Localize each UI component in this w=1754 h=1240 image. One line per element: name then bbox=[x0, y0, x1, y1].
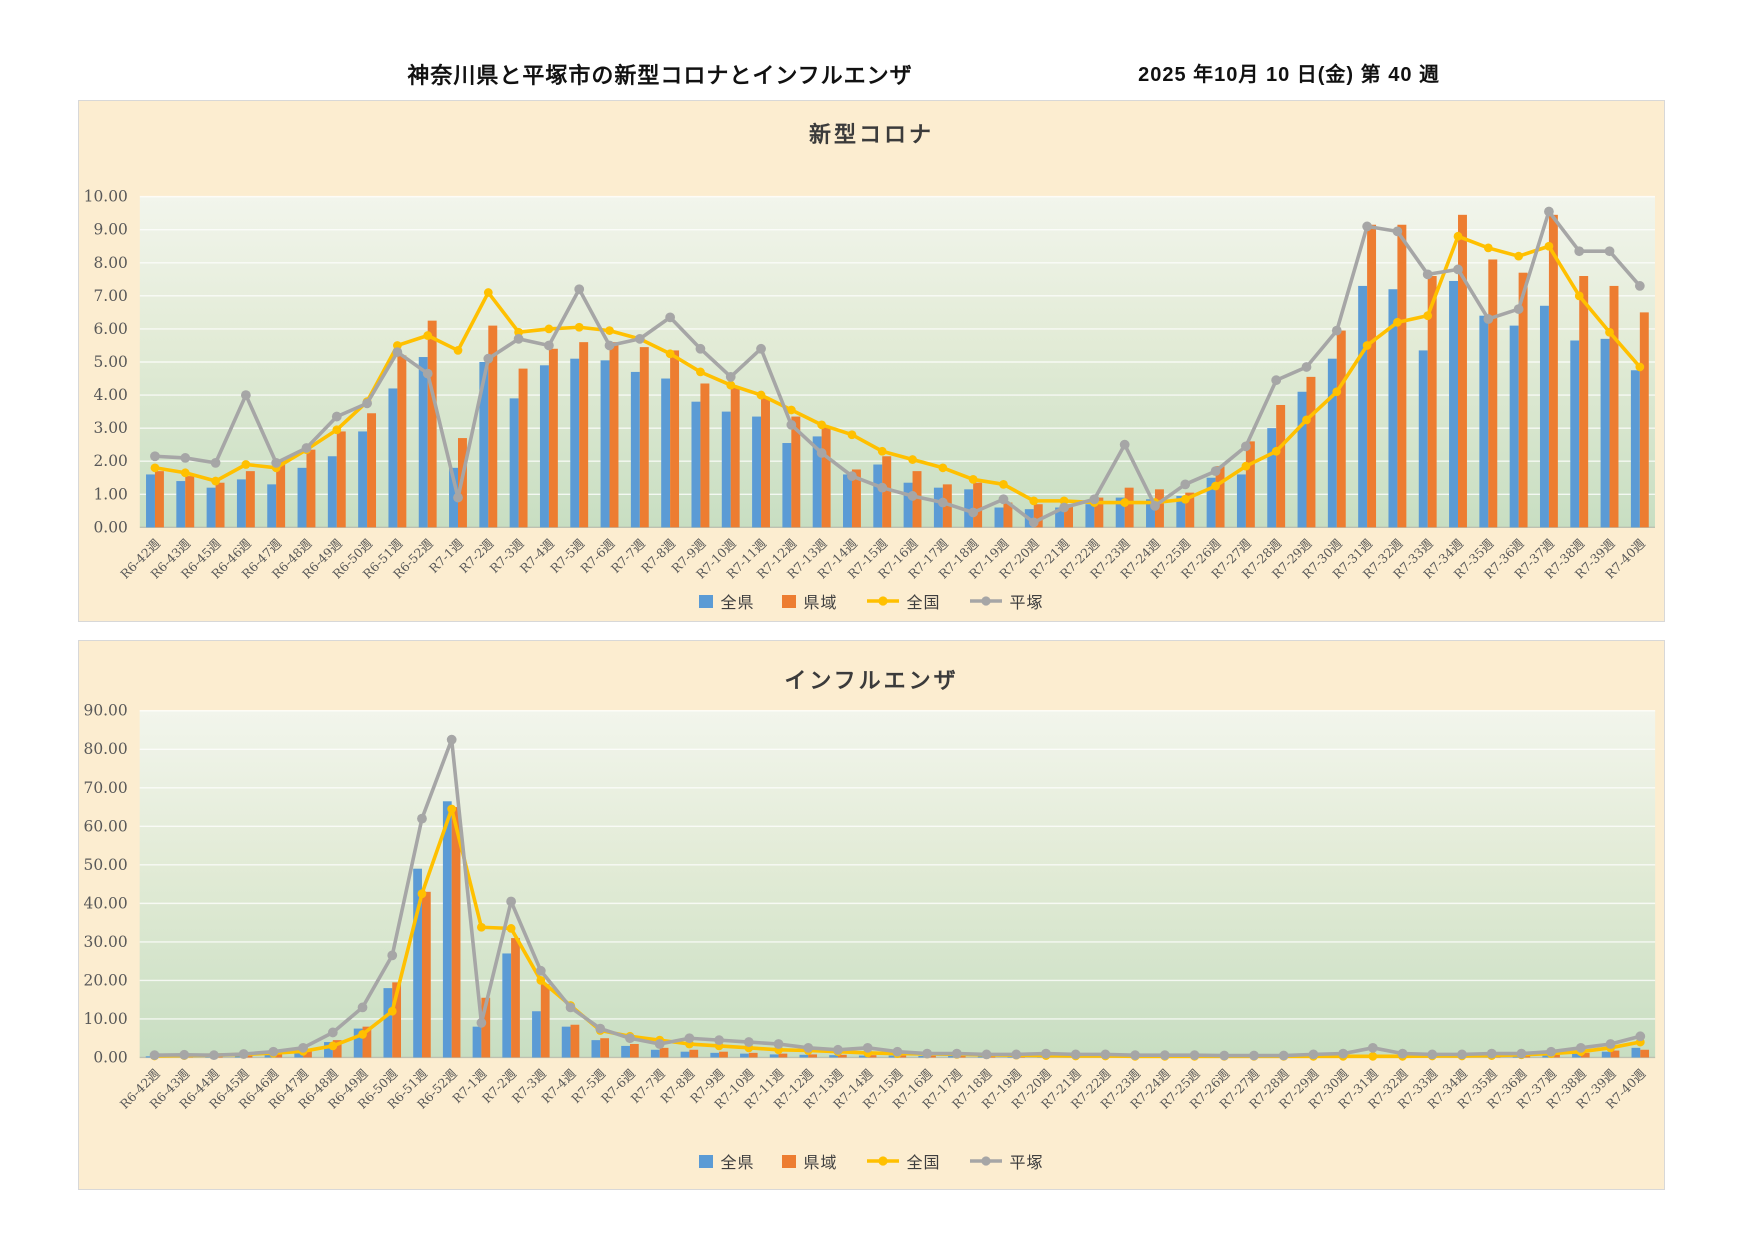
legend-item: 県域 bbox=[782, 1149, 837, 1173]
legend-label: 平塚 bbox=[1009, 1155, 1044, 1172]
legend-line-marker bbox=[969, 1156, 1002, 1166]
legend-line-marker bbox=[866, 1156, 899, 1166]
legend-item: 県域 bbox=[782, 589, 837, 613]
legend-label: 県域 bbox=[803, 595, 838, 612]
flu-chart-plot: 0.00 10.00 20.00 30.00 40.00 50.00 60.00 70.00 8… bbox=[84, 702, 1656, 1112]
svg-text:10.00: 10.00 bbox=[84, 1010, 128, 1028]
covid-chart-card: 0.00 1.00 2.00 3.00 4.00 5.00 6.00 7.00 8.00 9.00… bbox=[78, 100, 1665, 622]
svg-text:70.00: 70.00 bbox=[84, 779, 128, 797]
legend-bar-swatch bbox=[699, 594, 714, 608]
svg-text:60.00: 60.00 bbox=[84, 817, 128, 835]
legend-bar-swatch bbox=[782, 1154, 797, 1168]
legend-label: 平塚 bbox=[1009, 595, 1044, 612]
page-title: 神奈川県と平塚市の新型コロナとインフルエンザ bbox=[407, 63, 913, 88]
svg-text:30.00: 30.00 bbox=[84, 933, 128, 951]
covid-chart-title: 新型コロナ bbox=[808, 122, 934, 147]
page-header: 神奈川県と平塚市の新型コロナとインフルエンザ 2025 年10月 10 日(金)… bbox=[0, 58, 1754, 98]
covid-chart-legend: 全県 県域 全国 平塚 bbox=[79, 589, 1664, 613]
legend-label: 全国 bbox=[906, 595, 941, 612]
svg-text:9.00: 9.00 bbox=[93, 221, 127, 239]
legend-item: 平塚 bbox=[969, 589, 1044, 613]
flu-chart-title: インフルエンザ bbox=[784, 668, 959, 693]
legend-label: 県域 bbox=[803, 1155, 838, 1172]
svg-text:90.00: 90.00 bbox=[84, 702, 128, 720]
legend-bar-swatch bbox=[782, 594, 797, 608]
legend-item: 全国 bbox=[866, 589, 941, 613]
covid-chart-plot: 0.00 1.00 2.00 3.00 4.00 5.00 6.00 7.00 8.00 9.00… bbox=[84, 188, 1655, 582]
legend-item: 全県 bbox=[699, 589, 754, 613]
svg-text:40.00: 40.00 bbox=[84, 894, 128, 912]
report-date: 2025 年10月 10 日(金) 第 40 週 bbox=[1138, 64, 1440, 86]
svg-text:2.00: 2.00 bbox=[93, 452, 127, 470]
legend-line-marker bbox=[969, 596, 1002, 606]
svg-text:3.00: 3.00 bbox=[93, 419, 127, 437]
svg-text:50.00: 50.00 bbox=[84, 856, 128, 874]
svg-text:4.00: 4.00 bbox=[93, 386, 127, 404]
legend-item: 全国 bbox=[866, 1149, 941, 1173]
svg-text:0.00: 0.00 bbox=[93, 518, 127, 536]
svg-text:0.00: 0.00 bbox=[93, 1048, 127, 1066]
legend-item: 全県 bbox=[699, 1149, 754, 1173]
svg-text:80.00: 80.00 bbox=[84, 740, 128, 758]
svg-text:5.00: 5.00 bbox=[93, 353, 127, 371]
svg-text:8.00: 8.00 bbox=[93, 254, 127, 272]
legend-line-marker bbox=[866, 596, 899, 606]
svg-text:20.00: 20.00 bbox=[84, 971, 128, 989]
legend-label: 全国 bbox=[906, 1155, 941, 1172]
svg-text:10.00: 10.00 bbox=[84, 188, 128, 206]
legend-bar-swatch bbox=[699, 1154, 714, 1168]
legend-label: 全県 bbox=[720, 595, 755, 612]
legend-label: 全県 bbox=[720, 1155, 755, 1172]
svg-text:7.00: 7.00 bbox=[93, 287, 127, 305]
flu-chart-card: 0.00 10.00 20.00 30.00 40.00 50.00 60.00 70.00 8… bbox=[78, 640, 1665, 1190]
legend-item: 平塚 bbox=[969, 1149, 1044, 1173]
svg-text:1.00: 1.00 bbox=[93, 485, 127, 503]
svg-text:6.00: 6.00 bbox=[93, 320, 127, 338]
flu-chart-legend: 全県 県域 全国 平塚 bbox=[79, 1149, 1664, 1173]
